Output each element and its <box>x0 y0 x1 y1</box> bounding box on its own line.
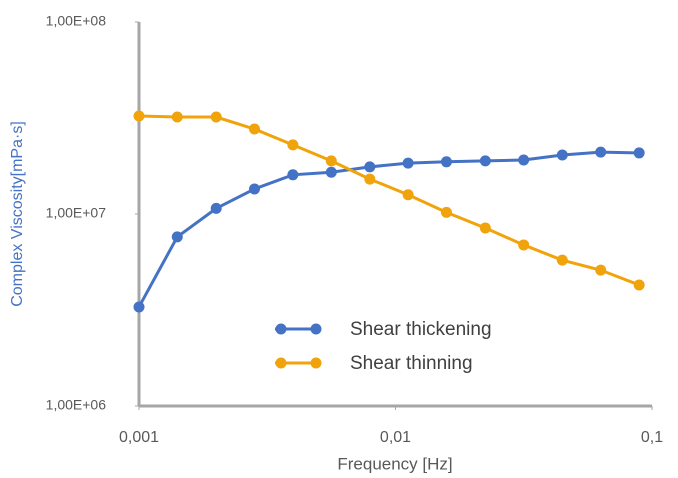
data-point <box>133 110 145 122</box>
data-point <box>210 202 222 214</box>
legend-label: Shear thickening <box>350 319 492 340</box>
data-point <box>171 231 183 243</box>
data-point <box>479 222 491 234</box>
series-line <box>138 114 640 287</box>
data-point <box>633 279 645 291</box>
data-point <box>440 156 452 168</box>
legend: Shear thickening Shear thinning <box>275 319 492 374</box>
data-point <box>402 157 414 169</box>
x-tick-label: 0,1 <box>641 429 663 446</box>
legend-label: Shear thinning <box>350 353 473 374</box>
data-point <box>518 154 530 166</box>
data-point <box>402 189 414 201</box>
legend-marker <box>275 357 287 369</box>
legend-marker <box>310 357 322 369</box>
data-point <box>556 254 568 266</box>
data-point <box>287 139 299 151</box>
data-point <box>325 166 337 178</box>
series-line <box>137 150 640 308</box>
y-tick-label: 1,00E+07 <box>46 205 107 221</box>
data-point <box>518 239 530 251</box>
data-point <box>171 111 183 123</box>
data-point <box>287 169 299 181</box>
data-point <box>364 161 376 173</box>
y-tick-label: 1,00E+06 <box>46 397 107 413</box>
legend-marker <box>275 323 287 335</box>
data-point <box>633 147 645 159</box>
x-tick-label: 0,01 <box>380 429 411 446</box>
y-tick-label: 1,00E+08 <box>46 13 107 29</box>
data-point <box>595 146 607 158</box>
legend-marker <box>310 323 322 335</box>
data-point <box>248 183 260 195</box>
data-point <box>133 301 145 313</box>
data-point <box>556 149 568 161</box>
data-point <box>210 111 222 123</box>
data-point <box>479 155 491 167</box>
data-point <box>248 123 260 135</box>
data-point <box>440 206 452 218</box>
data-point <box>364 173 376 185</box>
x-tick-label: 0,001 <box>119 429 159 446</box>
x-axis-title: Frequency [Hz] <box>337 454 452 473</box>
y-axis-title: Complex Viscosity[mPa·s] <box>9 121 26 307</box>
data-point <box>325 155 337 167</box>
data-point <box>595 264 607 276</box>
